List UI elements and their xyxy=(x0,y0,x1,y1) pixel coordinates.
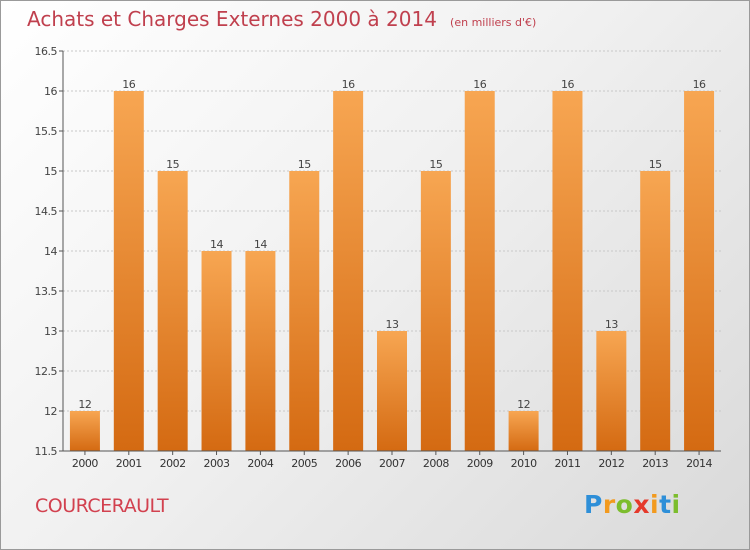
commune-name: COURCERAULT xyxy=(35,495,169,517)
data-label: 16 xyxy=(473,78,486,91)
y-tick-label: 15 xyxy=(44,165,57,178)
title-row: Achats et Charges Externes 2000 à 2014 (… xyxy=(27,7,536,31)
bar xyxy=(377,331,407,451)
bar xyxy=(464,91,495,451)
bar xyxy=(596,331,627,451)
data-label: 12 xyxy=(78,398,91,411)
bar xyxy=(333,91,364,451)
data-label: 14 xyxy=(254,238,267,251)
chart-subtitle: (en milliers d'€) xyxy=(450,16,537,29)
y-tick-label: 16 xyxy=(44,85,57,98)
data-label: 14 xyxy=(210,238,223,251)
x-tick-label: 2013 xyxy=(642,457,668,470)
y-tick-label: 13 xyxy=(44,325,57,338)
bar xyxy=(113,91,144,451)
x-tick-label: 2009 xyxy=(467,457,493,470)
y-tick-label: 12 xyxy=(44,405,57,418)
data-label: 16 xyxy=(342,78,355,91)
data-label: 13 xyxy=(386,318,399,331)
x-tick-label: 2007 xyxy=(379,457,405,470)
data-label: 16 xyxy=(693,78,706,91)
x-tick-label: 2004 xyxy=(247,457,273,470)
y-tick-label: 14.5 xyxy=(35,205,58,218)
x-tick-label: 2014 xyxy=(686,457,712,470)
x-tick-label: 2002 xyxy=(160,457,186,470)
bars: 12 16 15 14 14 15 16 13 15 16 12 16 13 15 16 xyxy=(69,78,715,451)
y-tick-label: 12.5 xyxy=(35,365,58,378)
bar xyxy=(420,171,451,451)
bar xyxy=(69,411,100,451)
proxiti-logo: Proxiti xyxy=(584,490,681,519)
x-tick-label: 2005 xyxy=(291,457,317,470)
bar xyxy=(640,171,671,451)
bar xyxy=(157,171,188,451)
bar xyxy=(684,91,715,451)
y-tick-label: 16.5 xyxy=(35,45,58,58)
bar xyxy=(508,411,539,451)
y-tick-label: 11.5 xyxy=(35,445,58,458)
x-tick-label: 2012 xyxy=(598,457,624,470)
data-label: 15 xyxy=(649,158,662,171)
data-label: 16 xyxy=(122,78,135,91)
data-label: 15 xyxy=(166,158,179,171)
x-tick-label: 2003 xyxy=(204,457,230,470)
y-tick-label: 15.5 xyxy=(35,125,58,138)
x-tick-label: 2001 xyxy=(116,457,142,470)
bar xyxy=(201,251,232,451)
y-tick-label: 13.5 xyxy=(35,285,58,298)
data-label: 12 xyxy=(517,398,530,411)
data-label: 15 xyxy=(298,158,311,171)
axes: 11.5 12 12.5 13 13.5 14 14.5 15 15.5 16 16.5 2000 20… xyxy=(35,45,721,470)
data-label: 16 xyxy=(561,78,574,91)
x-tick-label: 2006 xyxy=(335,457,361,470)
bar xyxy=(552,91,583,451)
x-tick-label: 2011 xyxy=(554,457,580,470)
y-tick-label: 14 xyxy=(44,245,57,258)
bar xyxy=(289,171,320,451)
x-tick-label: 2008 xyxy=(423,457,449,470)
bar xyxy=(245,251,276,451)
x-tick-label: 2010 xyxy=(511,457,537,470)
data-label: 15 xyxy=(429,158,442,171)
data-label: 13 xyxy=(605,318,618,331)
x-tick-label: 2000 xyxy=(72,457,98,470)
chart-title: Achats et Charges Externes 2000 à 2014 xyxy=(27,7,437,31)
